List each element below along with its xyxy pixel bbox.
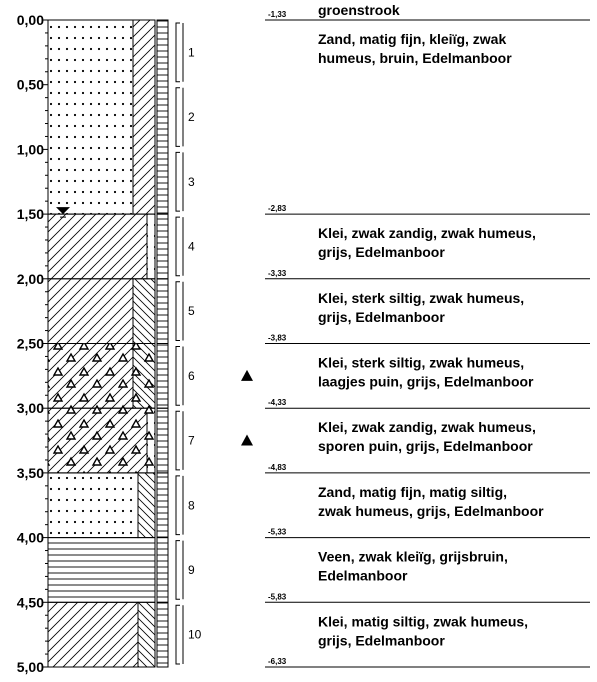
sample-number: 3	[188, 175, 195, 189]
layer-description: Zand, matig fijn, matig siltig,	[318, 484, 507, 500]
sample-number: 8	[188, 498, 195, 512]
soil-main	[47, 19, 134, 215]
level-label: -5,33	[268, 528, 287, 537]
layer-description: Klei, matig siltig, zwak humeus,	[318, 613, 528, 629]
ladder	[156, 278, 169, 344]
depth-label: 3,50	[17, 465, 44, 481]
layer-description: Veen, zwak kleiïg, grijsbruin,	[318, 549, 508, 565]
sample-marker	[241, 369, 253, 381]
layer-description: Klei, zwak zandig, zwak humeus,	[318, 419, 536, 435]
soil-main	[47, 278, 134, 344]
soil-strip	[132, 278, 156, 344]
ladder	[156, 343, 169, 409]
layer-description: Klei, sterk siltig, zwak humeus,	[318, 355, 524, 371]
sample-bracket	[175, 151, 180, 212]
level-label: -4,33	[268, 398, 287, 407]
layer-description: grijs, Edelmanboor	[318, 309, 445, 325]
layer-description: zwak humeus, grijs, Edelmanboor	[318, 503, 544, 519]
sample-bracket	[175, 604, 180, 665]
debris	[48, 343, 155, 409]
sample-number: 7	[188, 434, 195, 448]
ladder	[156, 472, 169, 539]
sample-bracket	[175, 540, 180, 600]
sample-number: 9	[188, 563, 195, 577]
depth-label: 1,00	[17, 141, 44, 157]
depth-label: 0,50	[17, 77, 44, 93]
depth-label: 1,50	[17, 206, 44, 222]
top-label: groenstrook	[318, 2, 400, 18]
layer-description: humeus, bruin, Edelmanboor	[318, 50, 512, 66]
sample-marker	[241, 434, 253, 446]
sample-bracket	[175, 87, 180, 147]
groundwater	[56, 207, 70, 215]
sample-number: 6	[188, 369, 195, 383]
sample-bracket	[175, 281, 180, 341]
soil-main	[47, 537, 156, 603]
soil-strip	[137, 601, 156, 668]
ladder	[156, 19, 169, 215]
layer-description: Zand, matig fijn, kleiïg, zwak	[318, 31, 506, 47]
debris	[48, 408, 155, 473]
sample-number: 10	[188, 628, 202, 642]
ladder	[156, 601, 169, 668]
layer-description: laagjes puin, grijs, Edelmanboor	[318, 374, 534, 390]
sample-number: 4	[188, 239, 195, 253]
layer-description: sporen puin, grijs, Edelmanboor	[318, 438, 533, 454]
sample-bracket	[175, 475, 180, 536]
sample-number: 1	[188, 45, 195, 59]
level-label: -5,83	[268, 592, 287, 601]
soil-strip	[132, 19, 156, 215]
level-label: -4,83	[268, 463, 287, 472]
level-label: -3,33	[268, 269, 287, 278]
depth-label: 4,00	[17, 530, 44, 546]
soil-strip	[146, 213, 156, 280]
layer-description: Klei, sterk siltig, zwak humeus,	[318, 290, 524, 306]
level-label: -3,83	[268, 334, 287, 343]
ladder	[156, 213, 169, 280]
sample-bracket	[175, 410, 180, 471]
sample-bracket	[175, 216, 180, 277]
sample-bracket	[175, 346, 180, 406]
ladder	[156, 537, 169, 603]
soil-main	[47, 601, 139, 668]
layer-description: grijs, Edelmanboor	[318, 632, 445, 648]
depth-label: 3,00	[17, 400, 44, 416]
layer-description: Edelmanboor	[318, 568, 408, 584]
depth-label: 5,00	[17, 659, 44, 675]
layer-description: Klei, zwak zandig, zwak humeus,	[318, 225, 536, 241]
ladder	[156, 407, 169, 474]
depth-label: 4,50	[17, 594, 44, 610]
level-label: -6,33	[268, 657, 287, 666]
sample-number: 2	[188, 110, 195, 124]
depth-label: 2,50	[17, 336, 44, 352]
sample-number: 5	[188, 304, 195, 318]
depth-label: 2,00	[17, 271, 44, 287]
level-label: -1,33	[268, 10, 287, 19]
depth-label: 0,00	[17, 12, 44, 28]
soil-strip	[137, 472, 156, 539]
soil-main	[47, 213, 148, 280]
layer-description: grijs, Edelmanboor	[318, 244, 445, 260]
soil-main	[47, 472, 139, 539]
sample-bracket	[175, 22, 180, 83]
level-label: -2,83	[268, 204, 287, 213]
